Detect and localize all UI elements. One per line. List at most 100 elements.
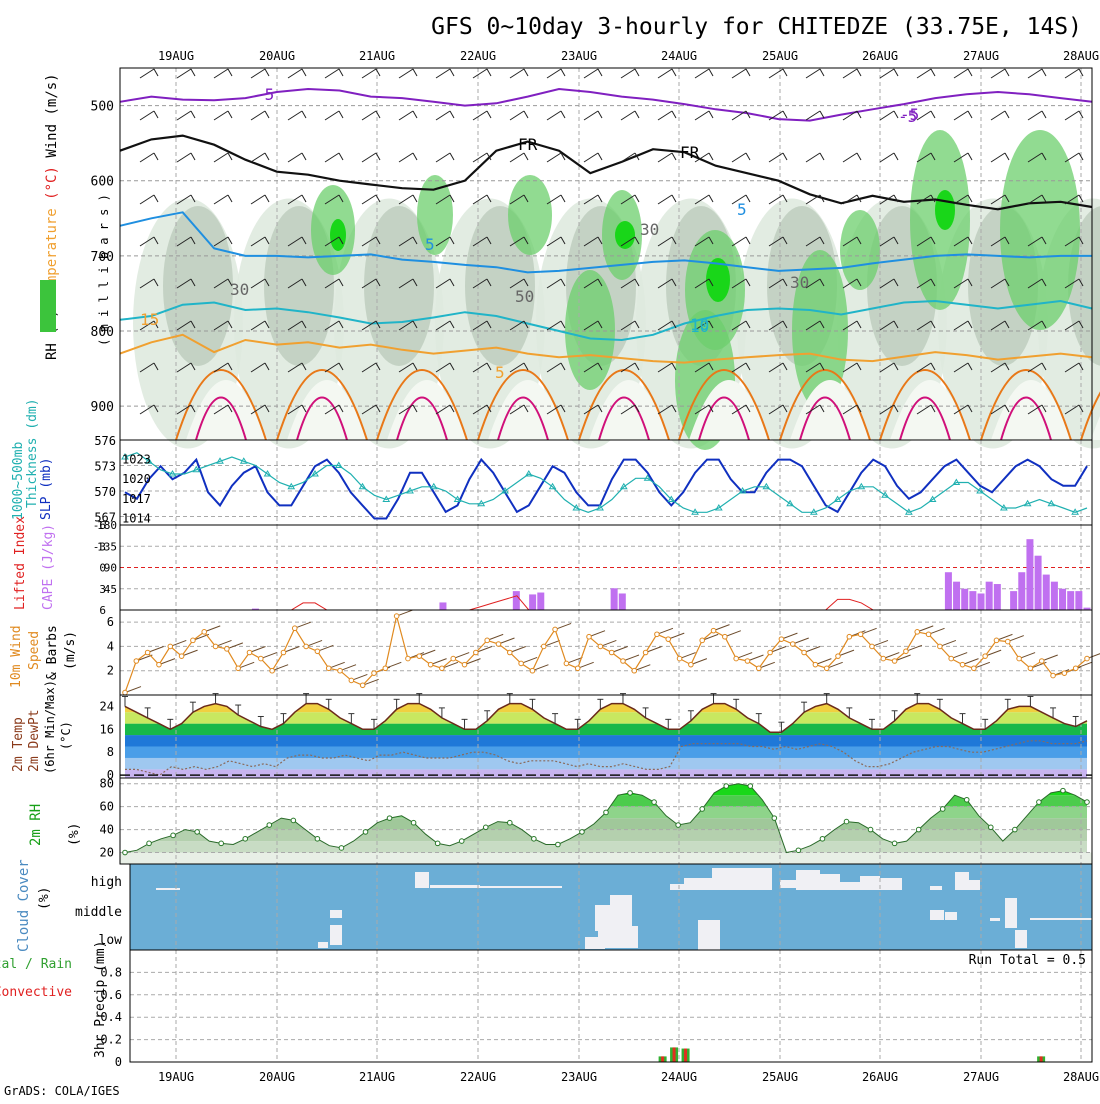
upper-ylabel-group: ( m i l l i b a r s ): [97, 194, 111, 346]
wind10-barb: [339, 664, 357, 672]
rh-band-moist: [417, 175, 453, 255]
wind-barb-flag: [227, 194, 233, 203]
wind-barb: [583, 68, 599, 79]
wind-barb: [324, 320, 340, 331]
wind-barb: [916, 68, 932, 79]
wind-barb-flag: [264, 68, 270, 77]
thickness-point: [548, 482, 557, 490]
contour-20c: [276, 369, 368, 441]
boundary-layer-hump: [488, 380, 568, 440]
rh-band-saturated: [615, 221, 635, 249]
wind-barb-flag: [301, 404, 307, 413]
wind-barb-flag: [634, 278, 640, 287]
cape-bar: [512, 591, 520, 610]
wind10-barb: [283, 646, 300, 653]
wind-barb-flag: [745, 320, 751, 329]
wind-barb: [842, 68, 858, 79]
wind10-barb: [837, 649, 855, 657]
wind-barb: [213, 404, 229, 415]
wind-barb-flag: [1041, 68, 1047, 77]
wind-barb: [694, 68, 710, 79]
wind-barb: [509, 278, 525, 289]
wind-barb-flag: [1078, 152, 1084, 161]
rh-band-moist: [508, 175, 552, 255]
wind-barb-flag: [227, 236, 233, 245]
wind-barb: [657, 152, 673, 163]
wind-barb: [657, 278, 673, 289]
wind-barb-flag: [745, 362, 751, 371]
wind-barb-flag: [301, 194, 307, 203]
cape-bar: [1050, 581, 1058, 610]
wind-barb: [953, 68, 969, 79]
wind-barb: [472, 320, 488, 331]
cape-bar: [944, 572, 952, 610]
wind-barb: [213, 194, 229, 205]
thickness-point: [667, 495, 676, 502]
wind-barb-flag: [893, 278, 899, 287]
wind10-barb: [1041, 654, 1058, 662]
wind-barb: [731, 110, 747, 121]
lifted-index-line: [125, 595, 1087, 611]
wind-barb: [842, 278, 858, 289]
wind-barb-flag: [264, 152, 270, 161]
wind-barb: [250, 362, 266, 373]
wind10-point: [620, 658, 626, 664]
wind10-point: [190, 637, 196, 644]
wind10-point: [405, 655, 411, 662]
wind-barb-flag: [338, 236, 344, 245]
wind10-point: [450, 655, 457, 662]
wind10-ylabel-2: Speed: [27, 631, 42, 670]
contour-25c: [598, 396, 650, 441]
wind10-barb: [532, 664, 549, 672]
top-day-label: 21AUG: [359, 49, 395, 63]
wind-barb-flag: [634, 320, 640, 329]
wind-barb-flag: [967, 236, 973, 245]
wind-barb-flag: [597, 278, 603, 287]
wind-barb: [842, 110, 858, 121]
rh-legend-swatch: [40, 280, 56, 332]
wind10-point: [812, 661, 819, 668]
wind10-barb: [509, 646, 526, 653]
wind-barb: [953, 278, 969, 289]
wind-barb: [620, 68, 636, 79]
cloud-block: [156, 888, 180, 890]
temp-bands: [125, 703, 1087, 778]
precip-ytick-label: 0.4: [100, 1010, 122, 1024]
cloud-block: [318, 942, 328, 948]
wind10-barb: [226, 642, 244, 650]
wind-barb: [139, 404, 155, 415]
wind-barb-flag: [671, 194, 677, 203]
wind-barb: [768, 404, 784, 415]
wind10-barb: [204, 625, 221, 633]
wind10-barb: [656, 627, 674, 635]
wind-barb: [213, 68, 229, 79]
wind10-point: [699, 637, 706, 644]
wind10-point: [507, 649, 513, 656]
cloud-level-label: low: [99, 933, 123, 948]
wind-barb: [694, 278, 710, 289]
wind-barb-flag: [856, 236, 862, 245]
contour-label: -5: [255, 85, 274, 104]
wind10-point: [767, 649, 773, 656]
wind-barb: [398, 152, 414, 163]
wind10-barb: [520, 656, 538, 664]
wind-barb: [250, 194, 266, 205]
wind-barb: [435, 194, 451, 205]
precip-conv-bar: [661, 1056, 665, 1062]
thickness-ytick-label: 567: [94, 511, 116, 525]
cape-bar: [985, 581, 993, 610]
cloud-ylabel-group: Cloud Cover (%): [16, 859, 52, 952]
slp-ytick-label: 1014: [122, 511, 151, 525]
contour-25c: [698, 396, 750, 441]
wind-barb: [583, 236, 599, 247]
precip-ylabel: 3hr Precip (mm): [93, 941, 108, 1058]
rh-point: [988, 824, 994, 831]
wind-barb: [287, 194, 303, 205]
wind-barb-flag: [449, 320, 455, 329]
wind-barb: [620, 362, 636, 373]
wind-barb-flag: [745, 152, 751, 161]
wind10-point: [971, 665, 977, 672]
wind-barb: [287, 404, 303, 415]
wind-barb-flag: [153, 152, 159, 161]
wind-barb-flag: [523, 278, 529, 287]
